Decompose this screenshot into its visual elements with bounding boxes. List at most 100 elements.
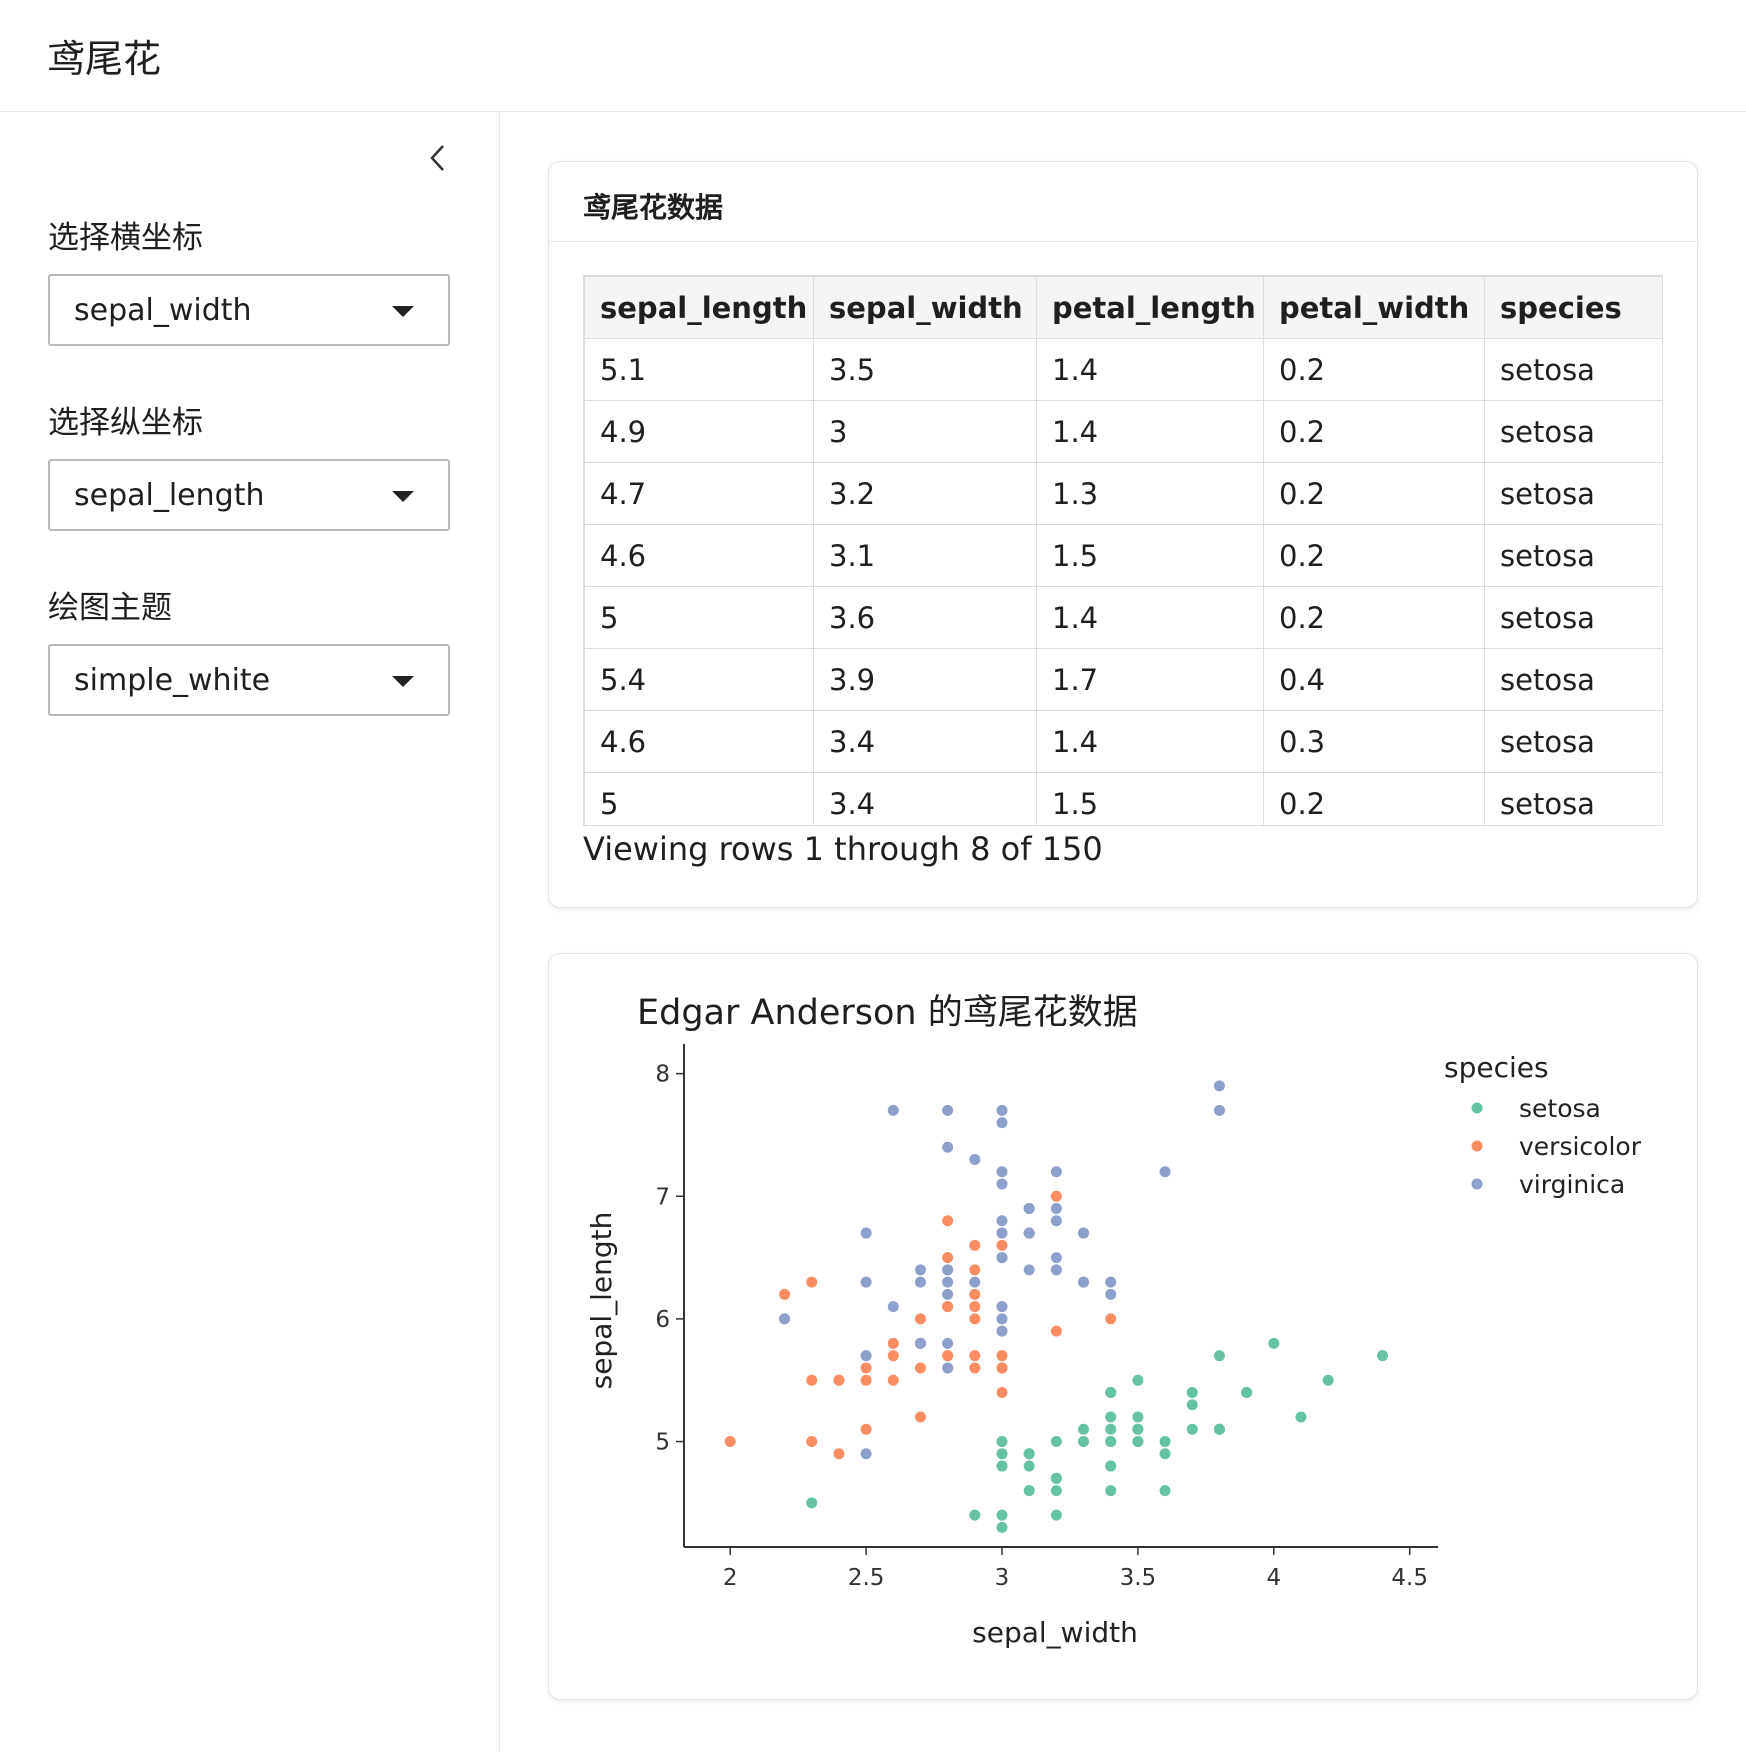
data-point-virginica: [996, 1117, 1008, 1129]
data-point-setosa: [1132, 1411, 1144, 1423]
data-point-virginica: [887, 1104, 899, 1116]
table-cell: setosa: [1484, 524, 1662, 587]
data-table: sepal_length sepal_width petal_length pe…: [584, 276, 1662, 825]
table-cell: 4.7: [584, 462, 814, 525]
data-point-setosa: [1295, 1411, 1307, 1423]
table-cell: setosa: [1484, 710, 1662, 773]
table-cell: 1.7: [1036, 648, 1264, 711]
data-table-scroll[interactable]: sepal_length sepal_width petal_length pe…: [583, 275, 1663, 826]
data-point-versicolor: [942, 1350, 954, 1362]
data-point-virginica: [996, 1104, 1008, 1116]
data-point-setosa: [1023, 1448, 1035, 1460]
caret-down-icon: [392, 676, 414, 687]
data-point-virginica: [996, 1227, 1008, 1239]
table-row: 5 3.6 1.4 0.2 setosa: [584, 586, 1662, 649]
legend-label-setosa: setosa: [1519, 1094, 1601, 1123]
data-point-virginica: [860, 1350, 872, 1362]
y-axis-label: sepal_length: [585, 1212, 618, 1390]
card-title: 鸢尾花数据: [549, 162, 1697, 242]
data-point-setosa: [806, 1497, 818, 1509]
data-point-versicolor: [833, 1374, 845, 1386]
data-point-setosa: [1105, 1423, 1117, 1435]
data-point-virginica: [942, 1264, 954, 1276]
chart-card: Edgar Anderson 的鸢尾花数据 2 2.5 3 3.5 4 4.5 5 6 7 8 se…: [548, 953, 1698, 1700]
data-point-versicolor: [969, 1350, 981, 1362]
scatter-chart: 2 2.5 3 3.5 4 4.55678sepal_widthsepal_length …: [585, 1044, 1642, 1649]
table-cell: 1.5: [1036, 772, 1264, 825]
table-cell: setosa: [1484, 400, 1662, 463]
chart-title: Edgar Anderson 的鸢尾花数据: [637, 993, 1138, 1033]
data-point-setosa: [1105, 1436, 1117, 1448]
table-cell: 1.4: [1036, 400, 1264, 463]
column-header[interactable]: sepal_length: [584, 276, 814, 339]
data-point-setosa: [1105, 1411, 1117, 1423]
row-count-info: Viewing rows 1 through 8 of 150: [583, 830, 1103, 868]
data-point-versicolor: [942, 1301, 954, 1313]
data-point-setosa: [1078, 1423, 1090, 1435]
data-point-virginica: [1078, 1276, 1090, 1288]
table-cell: 4.9: [584, 400, 814, 463]
data-point-setosa: [1186, 1386, 1198, 1398]
data-point-virginica: [942, 1141, 954, 1153]
y-axis-select[interactable]: sepal_length: [48, 459, 450, 531]
data-point-setosa: [996, 1448, 1008, 1460]
table-cell: 5: [584, 586, 814, 649]
data-point-virginica: [1050, 1264, 1062, 1276]
data-point-setosa: [1105, 1485, 1117, 1497]
data-point-setosa: [1050, 1436, 1062, 1448]
x-tick-label: 2.5: [848, 1565, 885, 1591]
data-point-virginica: [996, 1166, 1008, 1178]
table-header-row: sepal_length sepal_width petal_length pe…: [584, 276, 1662, 339]
data-point-versicolor: [914, 1362, 926, 1374]
data-point-setosa: [1186, 1423, 1198, 1435]
data-point-setosa: [996, 1521, 1008, 1533]
column-header[interactable]: sepal_width: [813, 276, 1037, 339]
data-point-virginica: [1023, 1203, 1035, 1215]
x-tick-label: 2: [723, 1565, 738, 1591]
x-axis-select[interactable]: sepal_width: [48, 274, 450, 346]
data-point-setosa: [1213, 1423, 1225, 1435]
data-point-versicolor: [914, 1411, 926, 1423]
column-header[interactable]: petal_length: [1036, 276, 1264, 339]
legend-label-virginica: virginica: [1519, 1170, 1625, 1199]
legend-marker-versicolor: [1471, 1140, 1483, 1152]
legend-marker-setosa: [1471, 1102, 1483, 1114]
data-point-virginica: [860, 1276, 872, 1288]
data-point-versicolor: [887, 1374, 899, 1386]
sidebar: 选择横坐标 sepal_width 选择纵坐标 sepal_length 绘图主…: [0, 112, 500, 1752]
data-point-versicolor: [860, 1423, 872, 1435]
data-point-setosa: [1050, 1472, 1062, 1484]
data-point-virginica: [1213, 1080, 1225, 1092]
table-cell: 3.9: [813, 648, 1037, 711]
column-header[interactable]: species: [1484, 276, 1662, 339]
column-header[interactable]: petal_width: [1263, 276, 1485, 339]
data-point-versicolor: [969, 1239, 981, 1251]
caret-down-icon: [392, 491, 414, 502]
data-point-versicolor: [724, 1436, 736, 1448]
data-point-versicolor: [1050, 1190, 1062, 1202]
data-point-versicolor: [887, 1350, 899, 1362]
data-point-versicolor: [860, 1374, 872, 1386]
data-point-virginica: [1050, 1252, 1062, 1264]
data-point-versicolor: [942, 1252, 954, 1264]
y-axis-select-value: sepal_length: [74, 478, 265, 513]
data-point-versicolor: [833, 1448, 845, 1460]
data-point-virginica: [969, 1276, 981, 1288]
data-point-setosa: [1132, 1423, 1144, 1435]
table-cell: 3.2: [813, 462, 1037, 525]
data-point-versicolor: [969, 1264, 981, 1276]
data-point-versicolor: [806, 1276, 818, 1288]
table-cell: setosa: [1484, 648, 1662, 711]
data-point-versicolor: [969, 1313, 981, 1325]
data-point-virginica: [1050, 1166, 1062, 1178]
table-cell: 1.3: [1036, 462, 1264, 525]
theme-select[interactable]: simple_white: [48, 644, 450, 716]
data-point-virginica: [996, 1325, 1008, 1337]
table-cell: setosa: [1484, 462, 1662, 525]
data-point-virginica: [1213, 1104, 1225, 1116]
x-tick-label: 4: [1266, 1565, 1281, 1591]
table-cell: 0.3: [1263, 710, 1485, 773]
data-point-virginica: [860, 1448, 872, 1460]
collapse-sidebar-button[interactable]: [422, 140, 454, 176]
y-axis-select-label: 选择纵坐标: [48, 405, 203, 441]
